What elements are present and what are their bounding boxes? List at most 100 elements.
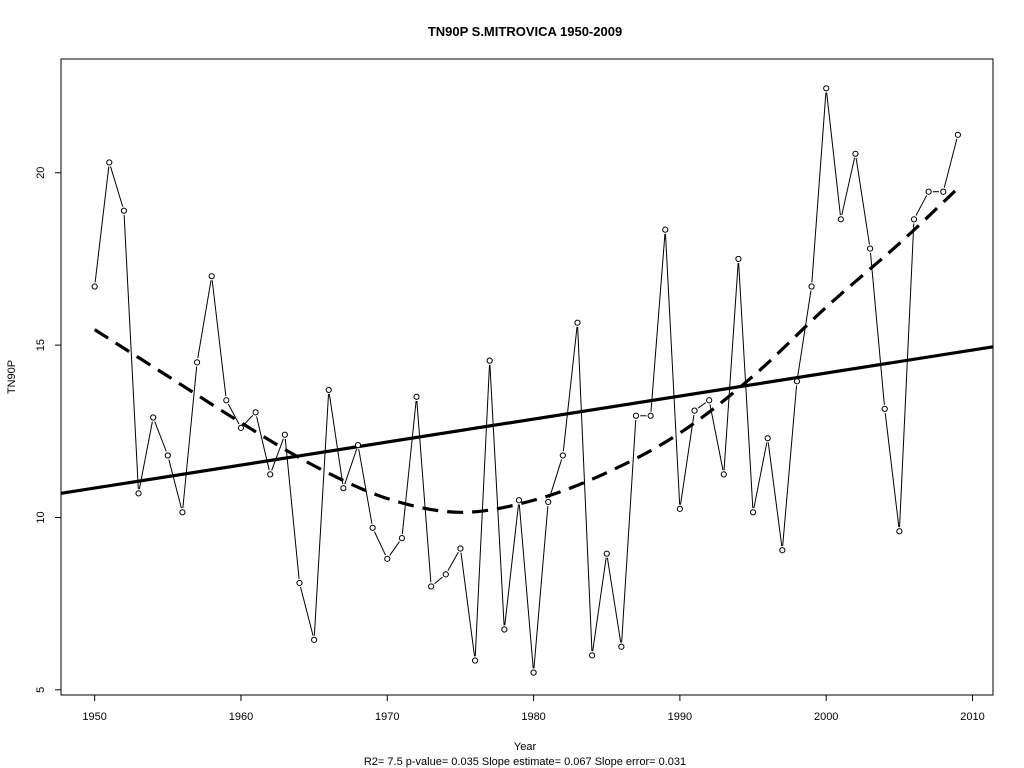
data-point [281, 431, 288, 438]
data-point [135, 490, 142, 497]
trend-smooth-group [93, 187, 959, 514]
series-segment [723, 263, 739, 471]
chart-title: TN90P S.MITROVICA 1950-2009 [428, 24, 622, 39]
series-segment [899, 223, 915, 528]
data-point [223, 397, 230, 404]
data-point [589, 652, 596, 659]
data-point [691, 407, 698, 414]
data-point [530, 669, 537, 676]
series-segment [434, 576, 443, 585]
series-segment [811, 92, 827, 283]
data-point [866, 245, 874, 252]
series-segment [197, 280, 212, 359]
y-axis-label: TN90P [6, 360, 18, 394]
series-segment [915, 195, 928, 216]
data-point [91, 283, 98, 290]
series-segment [562, 326, 578, 452]
data-point [515, 497, 523, 504]
data-point [413, 393, 420, 400]
x-axis-label: Year [514, 741, 537, 753]
data-point [720, 471, 727, 478]
series-segment [592, 557, 607, 652]
data-point [574, 319, 581, 326]
series-segment [738, 263, 754, 509]
series-segment [271, 438, 284, 471]
data-point [706, 397, 713, 404]
data-point [764, 435, 771, 442]
linear-trend-line [60, 345, 994, 495]
series-segment [168, 459, 182, 509]
data-point [808, 283, 815, 290]
series-segment [373, 531, 386, 556]
data-point [252, 409, 259, 416]
x-tick-label: 1990 [668, 711, 692, 723]
data-point [662, 226, 669, 233]
data-point [618, 643, 625, 650]
data-point [340, 485, 347, 492]
series-segment [243, 415, 254, 426]
series-segment [797, 290, 812, 378]
data-point [325, 386, 332, 394]
series-segment [344, 448, 358, 485]
series-segment [300, 586, 314, 636]
data-point [267, 471, 274, 478]
plot-frame [60, 58, 994, 696]
series-segment [709, 404, 724, 471]
data-point [398, 535, 406, 542]
data-point [354, 441, 362, 449]
series-segment [504, 504, 519, 626]
series-segment [767, 442, 783, 547]
series-segment [94, 166, 110, 283]
series-segment [548, 459, 563, 499]
series-segment [328, 394, 344, 485]
data-point [457, 545, 464, 552]
data-point [852, 150, 859, 157]
data-point [793, 378, 801, 385]
series-segment [110, 166, 124, 207]
data-point [311, 636, 318, 643]
data-point [940, 188, 947, 195]
data-point [193, 359, 201, 366]
data-point [428, 583, 435, 590]
trend-linear-group [60, 345, 994, 495]
data-point [881, 405, 888, 412]
series-segment [753, 442, 768, 509]
data-point [106, 159, 113, 166]
data-point [120, 207, 128, 214]
series-segment [358, 449, 373, 524]
series-segment [489, 364, 505, 626]
data-point [823, 85, 830, 92]
series-segment [606, 557, 622, 643]
series-segment [123, 214, 139, 490]
series-segment [697, 402, 707, 409]
data-point [954, 131, 961, 138]
data-point [735, 255, 742, 263]
series-segment [533, 506, 549, 669]
series-segment [650, 233, 666, 412]
data-point [501, 626, 508, 633]
x-tick-label: 1960 [229, 711, 253, 723]
series-segment [518, 504, 534, 669]
series-segment [664, 233, 681, 505]
data-point [384, 555, 391, 562]
series-segment [577, 326, 593, 652]
x-tick-label: 2010 [960, 711, 984, 723]
series-segment [284, 438, 300, 579]
x-tick-label: 2000 [814, 711, 838, 723]
series-segment [460, 552, 476, 657]
x-tick-label: 1950 [82, 711, 106, 723]
y-tick-label: 15 [35, 339, 47, 351]
data-point [442, 571, 449, 578]
x-axis: 1950 1960 1970 1980 1990 2000 2010 [82, 695, 985, 723]
series-segment [182, 366, 198, 509]
data-point [486, 357, 493, 364]
data-point [208, 273, 215, 280]
series-segment [211, 280, 227, 397]
series-segment [401, 400, 417, 535]
data-point [647, 412, 654, 419]
series-group [91, 85, 961, 676]
data-point [896, 528, 903, 535]
series-segment [389, 541, 400, 556]
series-segment [869, 252, 885, 405]
